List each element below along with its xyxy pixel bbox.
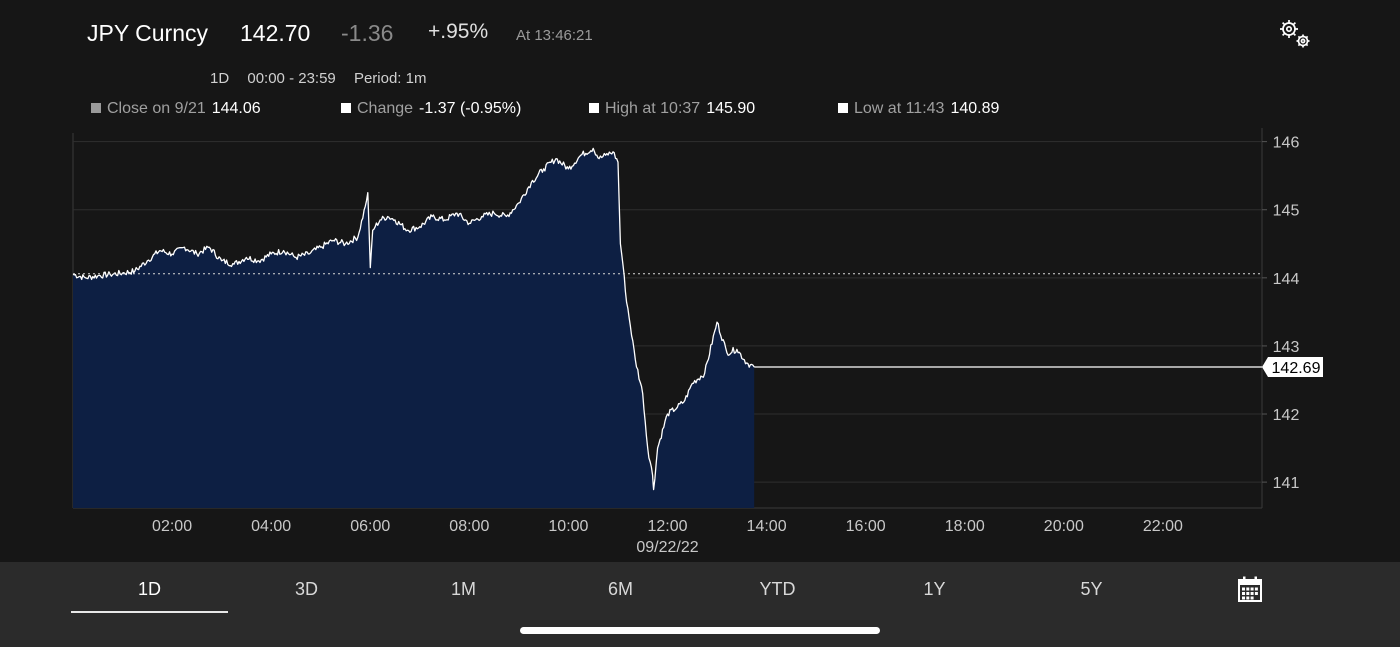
y-tick-label: 141 <box>1273 475 1300 492</box>
tab-1d[interactable]: 1D <box>137 579 161 599</box>
price-chart[interactable]: 146 145 144 143 142 141 02:00 04:00 06:00 08:00 10… <box>0 0 1400 562</box>
price-line <box>72 147 755 491</box>
period-tab-label: 1D <box>210 70 230 87</box>
last-price: 142.70 <box>240 20 311 46</box>
tab-3d[interactable]: 3D <box>294 579 318 599</box>
last-value-label: 142.69 <box>1272 360 1321 377</box>
quote-header: JPY Curncy 142.70 -1.36 +.95% At 13:46:2… <box>0 0 1400 130</box>
quote-timestamp: At 13:46:21 <box>516 27 593 44</box>
stat-label: Low at 11:43 <box>854 100 945 117</box>
period-tab-bar: 1D 3D 1M 6M YTD 1Y 5Y <box>0 562 1400 647</box>
ticker-symbol: JPY Curncy <box>87 20 209 46</box>
stat-high: High at 10:37 145.90 <box>589 100 755 118</box>
stat-value: -1.37 (-0.95%) <box>419 100 522 117</box>
stats-row: Close on 9/21 144.06 Change -1.37 (-0.95%)… <box>0 100 1400 122</box>
tab-ytd[interactable]: YTD <box>759 579 796 599</box>
legend-swatch <box>341 103 351 113</box>
tab-5y[interactable]: 5Y <box>1080 579 1103 599</box>
legend-swatch <box>838 103 848 113</box>
x-tick-label: 06:00 <box>350 518 390 535</box>
gears-icon[interactable] <box>1276 17 1314 51</box>
active-tab-indicator <box>71 611 228 613</box>
x-tick-label: 14:00 <box>747 518 787 535</box>
y-tick-label: 145 <box>1273 203 1300 220</box>
stat-value: 140.89 <box>950 100 1000 117</box>
last-value-tag <box>1262 357 1323 378</box>
y-tick-label: 143 <box>1273 339 1300 356</box>
x-tick-label: 04:00 <box>251 518 291 535</box>
stat-value: 145.90 <box>706 100 756 117</box>
x-tick-label: 16:00 <box>846 518 886 535</box>
stat-label: Close on 9/21 <box>107 100 206 117</box>
net-change: -1.36 <box>341 20 394 46</box>
x-tick-label: 02:00 <box>152 518 192 535</box>
stat-label: Change <box>357 100 414 117</box>
period-label: Period: 1m <box>353 70 427 87</box>
legend-swatch <box>91 103 101 113</box>
x-tick-label: 08:00 <box>449 518 489 535</box>
home-indicator <box>520 627 880 634</box>
tab-1y[interactable]: 1Y <box>923 579 946 599</box>
price-area <box>73 148 755 508</box>
stat-label: High at 10:37 <box>605 100 701 117</box>
legend-swatch <box>589 103 599 113</box>
tab-1m[interactable]: 1M <box>450 579 476 599</box>
x-tick-label: 12:00 <box>647 518 687 535</box>
stat-change: Change -1.37 (-0.95%) <box>341 100 521 118</box>
time-range: 00:00 - 23:59 <box>247 70 336 87</box>
range-line: 1D 00:00 - 23:59 Period: 1m <box>210 70 426 87</box>
calendar-icon[interactable] <box>1238 576 1262 602</box>
y-tick-label: 144 <box>1273 271 1300 288</box>
y-tick-label: 146 <box>1273 135 1300 152</box>
stat-close: Close on 9/21 144.06 <box>91 100 261 118</box>
y-tick-label: 142 <box>1273 407 1300 424</box>
date-label: 09/22/22 <box>636 539 698 556</box>
x-tick-label: 18:00 <box>945 518 985 535</box>
tab-6m[interactable]: 6M <box>607 579 633 599</box>
x-tick-label: 10:00 <box>548 518 588 535</box>
percent-change: +.95% <box>428 20 489 43</box>
stat-low: Low at 11:43 140.89 <box>838 100 999 118</box>
x-tick-label: 22:00 <box>1143 518 1183 535</box>
x-tick-label: 20:00 <box>1044 518 1084 535</box>
stat-value: 144.06 <box>211 100 261 117</box>
